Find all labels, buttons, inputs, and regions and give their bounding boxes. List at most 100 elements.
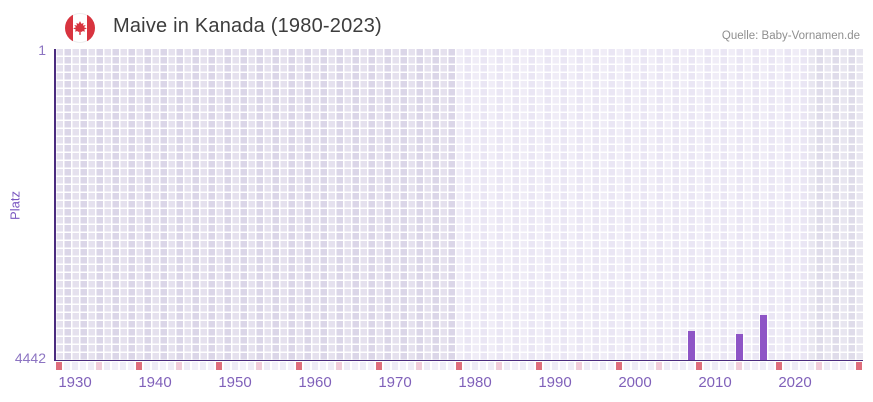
strip-cell [247, 362, 255, 370]
strip-cell [327, 362, 335, 370]
bar-2013[interactable] [735, 333, 743, 361]
maple-leaf-icon [73, 21, 87, 35]
strip-cell [279, 362, 287, 370]
strip-cell [631, 362, 639, 370]
strip-cell [583, 362, 591, 370]
strip-cell [303, 362, 311, 370]
flag-left-band [65, 13, 73, 43]
canada-flag-icon [65, 13, 95, 43]
strip-cell [199, 362, 207, 370]
strip-cell [551, 362, 559, 370]
strip-cell [503, 362, 511, 370]
strip-cell [55, 362, 63, 370]
strip-cell [783, 362, 791, 370]
strip-cell [439, 362, 447, 370]
strip-cell [759, 362, 767, 370]
strip-cell [695, 362, 703, 370]
strip-cell [743, 362, 751, 370]
strip-cell [351, 362, 359, 370]
strip-cell [167, 362, 175, 370]
strip-cell [135, 362, 143, 370]
strip-cell [855, 362, 863, 370]
strip-cell [431, 362, 439, 370]
strip-cell [847, 362, 855, 370]
strip-cell [623, 362, 631, 370]
strip-cell [151, 362, 159, 370]
y-tick-top: 1 [38, 42, 46, 58]
flag-right-band [87, 13, 95, 43]
bar-2007[interactable] [687, 330, 695, 361]
y-tick-bottom: 4442 [14, 350, 46, 366]
strip-cell [815, 362, 823, 370]
strip-cell [367, 362, 375, 370]
strip-cell [311, 362, 319, 370]
chart-title: Maive in Kanada (1980-2023) [113, 15, 382, 37]
strip-cell [479, 362, 487, 370]
x-tick-2020: 2020 [778, 374, 812, 391]
strip-cell [239, 362, 247, 370]
strip-cell [215, 362, 223, 370]
strip-cell [295, 362, 303, 370]
strip-cell [103, 362, 111, 370]
strip-cell [639, 362, 647, 370]
strip-cell [607, 362, 615, 370]
strip-cell [535, 362, 543, 370]
strip-cell [751, 362, 759, 370]
x-tick-1970: 1970 [378, 374, 412, 391]
strip-cell [543, 362, 551, 370]
y-axis-title: Platz [7, 191, 23, 220]
strip-cell [567, 362, 575, 370]
x-tick-1940: 1940 [138, 374, 172, 391]
strip-cell [799, 362, 807, 370]
strip-cell [191, 362, 199, 370]
strip-cell [719, 362, 727, 370]
strip-cell [263, 362, 271, 370]
strip-cell [687, 362, 695, 370]
strip-cell [79, 362, 87, 370]
x-tick-2010: 2010 [698, 374, 732, 391]
strip-cell [831, 362, 839, 370]
strip-cell [735, 362, 743, 370]
strip-cell [591, 362, 599, 370]
strip-cell [231, 362, 239, 370]
strip-cell [463, 362, 471, 370]
strip-cell [495, 362, 503, 370]
strip-cell [399, 362, 407, 370]
strip-cell [471, 362, 479, 370]
strip-cell [807, 362, 815, 370]
x-tick-2000: 2000 [618, 374, 652, 391]
strip-cell [271, 362, 279, 370]
strip-cell [791, 362, 799, 370]
strip-cell [679, 362, 687, 370]
strip-cell [159, 362, 167, 370]
strip-cell [519, 362, 527, 370]
strip-cell [119, 362, 127, 370]
x-tick-1980: 1980 [458, 374, 492, 391]
strip-cell [287, 362, 295, 370]
strip-cell [71, 362, 79, 370]
y-axis-line [54, 49, 56, 361]
strip-cell [359, 362, 367, 370]
strip-cell [87, 362, 95, 370]
x-tick-1930: 1930 [58, 374, 92, 391]
strip-cell [599, 362, 607, 370]
bar-2016[interactable] [759, 315, 767, 361]
strip-cell [183, 362, 191, 370]
x-tick-1990: 1990 [538, 374, 572, 391]
strip-cell [615, 362, 623, 370]
strip-cell [703, 362, 711, 370]
strip-cell [487, 362, 495, 370]
x-tick-1960: 1960 [298, 374, 332, 391]
strip-cell [775, 362, 783, 370]
plot-area [55, 49, 863, 361]
strip-cell [255, 362, 263, 370]
strip-cell [823, 362, 831, 370]
strip-cell [319, 362, 327, 370]
strip-cell [223, 362, 231, 370]
strip-cell [63, 362, 71, 370]
strip-cell [383, 362, 391, 370]
strip-cell [727, 362, 735, 370]
x-axis-line [54, 359, 863, 362]
